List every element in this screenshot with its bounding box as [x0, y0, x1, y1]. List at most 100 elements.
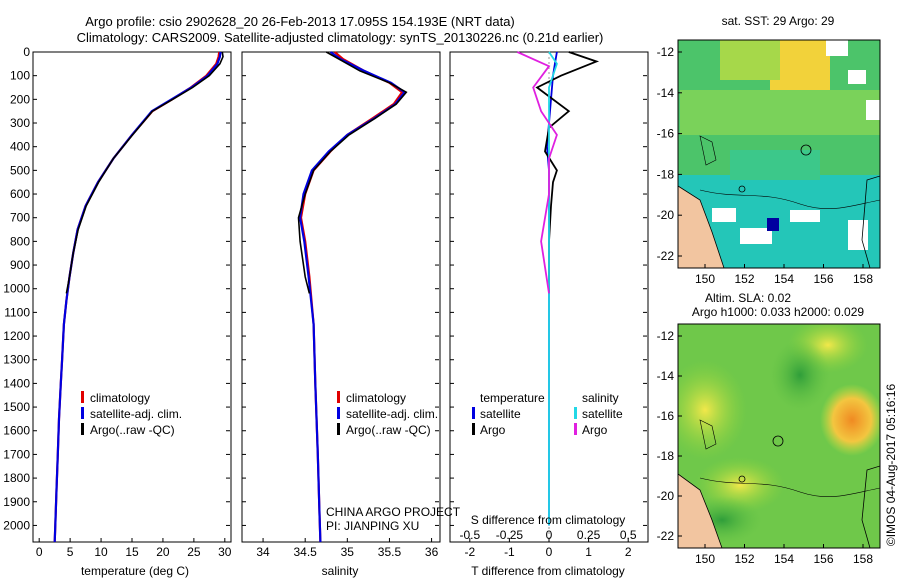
- figure-title-line2: Climatology: CARS2009. Satellite-adjuste…: [77, 30, 604, 45]
- sst-patch: [720, 40, 780, 80]
- depth-tick-label: 500: [10, 163, 30, 177]
- sla-peak-patch: [820, 384, 880, 456]
- imos-credit: ©IMOS 04-Aug-2017 05:16:16: [884, 384, 898, 547]
- depth-tick-label: 600: [10, 187, 30, 201]
- lat-tick-label: -18: [657, 449, 675, 463]
- x-tick-label: 15: [125, 545, 139, 559]
- sla-map-lon-axis: 150 152 154 156 158: [695, 544, 873, 566]
- island-marker: [738, 185, 746, 193]
- sst-missing-patch: [826, 40, 848, 56]
- temperature-legend: climatology satellite-adj. clim. Argo(..…: [81, 391, 182, 437]
- reef-contour: [861, 175, 880, 268]
- series-line-satellite-adj-clim-: [53, 51, 222, 543]
- depth-tick-label: 800: [10, 234, 30, 248]
- sla-map-title-line1: Altim. SLA: 0.02: [705, 291, 791, 305]
- legend-swatch-satellite-adj: [81, 407, 84, 419]
- legend-label-argo: Argo(..raw -QC): [346, 423, 431, 437]
- series-line-climatology: [53, 51, 221, 543]
- legend-swatch-satellite-adj: [337, 407, 340, 419]
- argo-position-marker: [767, 218, 779, 231]
- depth-tick-label: 1800: [3, 471, 30, 485]
- series-line-climatology: [299, 51, 404, 543]
- sst-map-title: sat. SST: 29 Argo: 29: [722, 14, 835, 28]
- x-tick-label: 35.5: [378, 545, 402, 559]
- s-tick-label: -0.25: [496, 528, 524, 542]
- depth-tick-label: 900: [10, 258, 30, 272]
- land-coastline: [678, 473, 723, 548]
- sla-map-frame: [677, 323, 881, 549]
- depth-axis: 0 100 200 300 400 500 600 700 800 900 1000 1100 1200…: [3, 45, 647, 532]
- legend-swatch-t-satellite: [472, 407, 475, 419]
- x-tick-label: -1: [504, 545, 515, 559]
- x-tick-label: 5: [67, 545, 74, 559]
- temperature-series-group: [53, 51, 224, 543]
- salinity-axis-label: salinity: [322, 564, 359, 578]
- legend-label-satellite-adj: satellite-adj. clim.: [346, 407, 438, 421]
- depth-tick-label: 1600: [3, 424, 30, 438]
- legend-swatch-s-argo: [574, 423, 577, 435]
- sst-map-lat-axis: -12 -14 -16 -18 -20 -22: [657, 45, 682, 263]
- t-difference-x-axis: -2 -1 0 1 2: [464, 538, 632, 559]
- x-tick-label: 35: [341, 545, 355, 559]
- salinity-series-group: [297, 51, 408, 543]
- lon-tick-label: 156: [813, 272, 833, 286]
- depth-tick-label: 1100: [4, 305, 30, 319]
- lon-tick-label: 154: [774, 552, 794, 566]
- depth-tick-label: 200: [10, 92, 30, 106]
- legend-swatch-climatology: [337, 391, 340, 403]
- project-label: CHINA ARGO PROJECT: [326, 505, 461, 519]
- lat-tick-label: -12: [657, 45, 675, 59]
- sla-high-patch: [678, 360, 747, 460]
- x-tick-label: 2: [625, 545, 632, 559]
- series-line-temperature-argo: [535, 51, 600, 294]
- sst-missing-patch: [790, 210, 820, 222]
- x-tick-label: 10: [94, 545, 108, 559]
- legend-swatch-argo: [81, 423, 84, 435]
- depth-tick-label: 1900: [3, 495, 30, 509]
- pi-label: PI: JIANPING XU: [326, 519, 419, 533]
- lon-tick-label: 150: [695, 272, 715, 286]
- series-line-argo-raw-qc-: [65, 51, 224, 294]
- land-coastline: [678, 185, 725, 268]
- lon-tick-label: 156: [813, 552, 833, 566]
- sst-map-frame: [677, 39, 881, 269]
- lon-tick-label: 152: [734, 272, 754, 286]
- lat-tick-label: -20: [657, 208, 675, 222]
- sst-missing-patch: [866, 100, 880, 120]
- sst-missing-patch: [848, 70, 866, 84]
- depth-tick-label: 700: [10, 211, 30, 225]
- difference-legend: temperature salinity satellite Argo sate…: [472, 391, 623, 437]
- x-tick-label: 25: [187, 545, 201, 559]
- x-tick-label: 34: [256, 545, 270, 559]
- s-difference-x-axis: -0.5 -0.25 0 0.25 0.5: [459, 528, 636, 542]
- lon-tick-label: 150: [695, 552, 715, 566]
- x-tick-label: 30: [218, 545, 232, 559]
- legend-header-salinity: salinity: [582, 391, 619, 405]
- bathymetry-contour: [699, 189, 880, 209]
- figure-title-line1: Argo profile: csio 2902628_20 26-Feb-201…: [85, 14, 515, 29]
- series-line-argo-raw-qc-: [297, 51, 408, 294]
- lat-tick-label: -16: [657, 409, 675, 423]
- lat-tick-label: -12: [657, 329, 675, 343]
- legend-label-t-argo: Argo: [480, 423, 506, 437]
- legend-swatch-climatology: [81, 391, 84, 403]
- x-tick-label: -2: [464, 545, 475, 559]
- lat-tick-label: -14: [657, 369, 675, 383]
- sla-map: [678, 324, 880, 548]
- s-tick-label: 0.5: [620, 528, 637, 542]
- s-difference-axis-label: S difference from climatology: [471, 513, 626, 527]
- island-marker: [772, 435, 784, 447]
- depth-tick-label: 0: [23, 45, 30, 59]
- legend-label-t-satellite: satellite: [480, 407, 521, 421]
- sla-map-lat-axis: -12 -14 -16 -18 -20 -22: [657, 329, 682, 543]
- sst-missing-patch: [740, 228, 772, 244]
- lon-tick-label: 154: [774, 272, 794, 286]
- legend-swatch-argo: [337, 423, 340, 435]
- depth-tick-label: 1500: [3, 400, 30, 414]
- legend-label-climatology: climatology: [90, 391, 150, 405]
- lon-tick-label: 152: [734, 552, 754, 566]
- series-line-salinity-argo: [516, 51, 558, 294]
- legend-label-s-argo: Argo: [582, 423, 608, 437]
- series-line-salinity-satellite: [548, 51, 558, 526]
